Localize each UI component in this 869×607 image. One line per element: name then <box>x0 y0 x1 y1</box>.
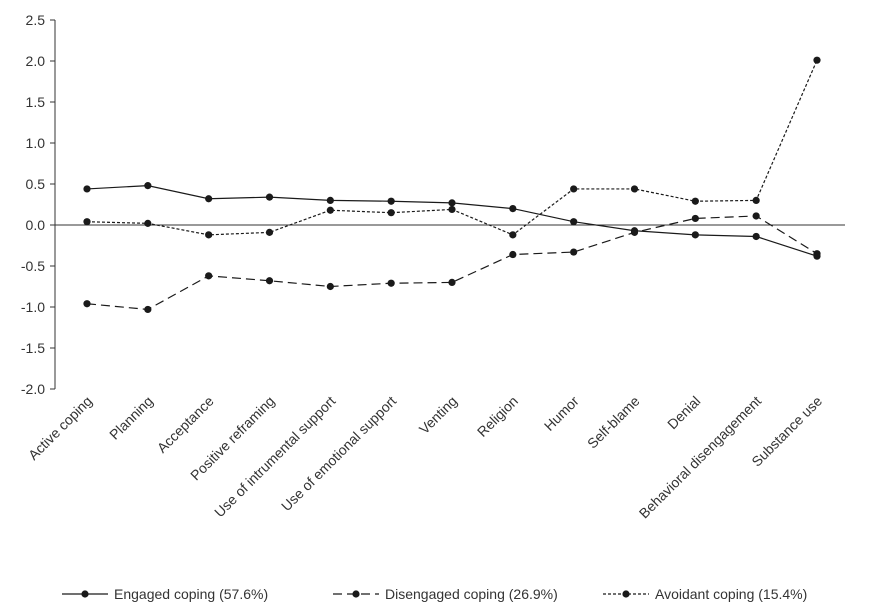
series-line <box>86 215 818 311</box>
x-tick-label: Behavioral disengagement <box>636 393 765 522</box>
data-point <box>752 212 760 220</box>
data-point <box>326 282 334 291</box>
legend-marker <box>81 590 89 598</box>
data-point <box>509 231 517 239</box>
data-point <box>813 56 821 64</box>
x-tick-label: Acceptance <box>154 393 217 456</box>
y-tick-label: 0.0 <box>26 217 46 233</box>
data-point <box>205 231 213 239</box>
data-point <box>630 185 639 193</box>
data-point <box>448 278 456 286</box>
data-point <box>83 300 91 308</box>
y-tick-label: -1.0 <box>21 299 45 315</box>
x-tick-label: Planning <box>106 393 156 443</box>
data-point <box>265 193 274 201</box>
legend: Engaged coping (57.6%) Disengaged coping … <box>62 586 807 602</box>
x-tick-label: Denial <box>664 393 703 432</box>
data-point <box>509 250 517 259</box>
series-3 <box>83 56 821 239</box>
series-2 <box>83 212 821 314</box>
data-point <box>83 185 91 193</box>
x-axis-tick-labels: Active coping PlanningAcceptancePositive … <box>25 393 825 522</box>
x-tick-label: Use of emotional support <box>278 393 399 514</box>
data-point <box>448 199 456 207</box>
x-tick-label: Use of intrumental support <box>211 393 338 520</box>
data-point <box>691 231 699 239</box>
data-point <box>205 272 213 280</box>
x-tick-label: Humor <box>541 393 582 434</box>
data-point <box>144 305 152 314</box>
data-point <box>813 250 821 258</box>
y-tick-label: -1.5 <box>21 340 45 356</box>
data-point <box>205 195 213 203</box>
data-point <box>326 206 334 214</box>
data-point <box>265 228 274 236</box>
y-tick-label: 2.5 <box>26 12 46 28</box>
legend-item: Avoidant coping (15.4%) <box>603 586 807 602</box>
data-point <box>387 279 395 287</box>
legend-marker <box>352 590 360 598</box>
y-tick-label: -2.0 <box>21 381 45 397</box>
legend-marker <box>622 590 630 598</box>
data-point <box>265 277 274 285</box>
data-point <box>509 205 517 213</box>
series-line <box>86 185 818 257</box>
legend-item: Engaged coping (57.6%) <box>62 586 268 602</box>
y-tick-label: 0.5 <box>26 176 46 192</box>
x-tick-label: Venting <box>416 393 460 437</box>
x-tick-label: Self-blame <box>584 393 643 452</box>
data-point <box>691 197 699 205</box>
data-point <box>570 185 578 193</box>
data-point <box>387 197 395 205</box>
data-point <box>630 228 639 236</box>
data-point <box>83 218 91 226</box>
legend-label: Engaged coping (57.6%) <box>114 586 268 602</box>
data-point <box>326 196 334 204</box>
y-axis-tick-labels: 2.5 2.0 1.5 1.0 0.5 0.0 -0.5 -1.0 -1.5 -2.0 <box>21 12 45 397</box>
y-tick-label: -0.5 <box>21 258 45 274</box>
series-1 <box>83 182 821 260</box>
legend-label: Avoidant coping (15.4%) <box>655 586 807 602</box>
data-point <box>387 209 395 217</box>
data-point <box>570 248 578 256</box>
legend-label: Disengaged coping (26.9%) <box>385 586 558 602</box>
data-point <box>752 232 760 241</box>
data-point <box>144 219 152 227</box>
data-point <box>448 205 456 214</box>
data-point <box>691 214 699 223</box>
data-point <box>144 182 152 190</box>
y-tick-label: 1.5 <box>26 94 46 110</box>
x-tick-label: Active coping <box>25 393 95 463</box>
series-layer <box>83 56 821 314</box>
legend-item: Disengaged coping (26.9%) <box>333 586 558 602</box>
x-tick-label: Religion <box>474 393 521 440</box>
data-point <box>570 218 578 226</box>
axes <box>50 19 845 390</box>
data-point <box>752 196 760 204</box>
y-tick-label: 2.0 <box>26 53 46 69</box>
y-tick-label: 1.0 <box>26 135 46 151</box>
